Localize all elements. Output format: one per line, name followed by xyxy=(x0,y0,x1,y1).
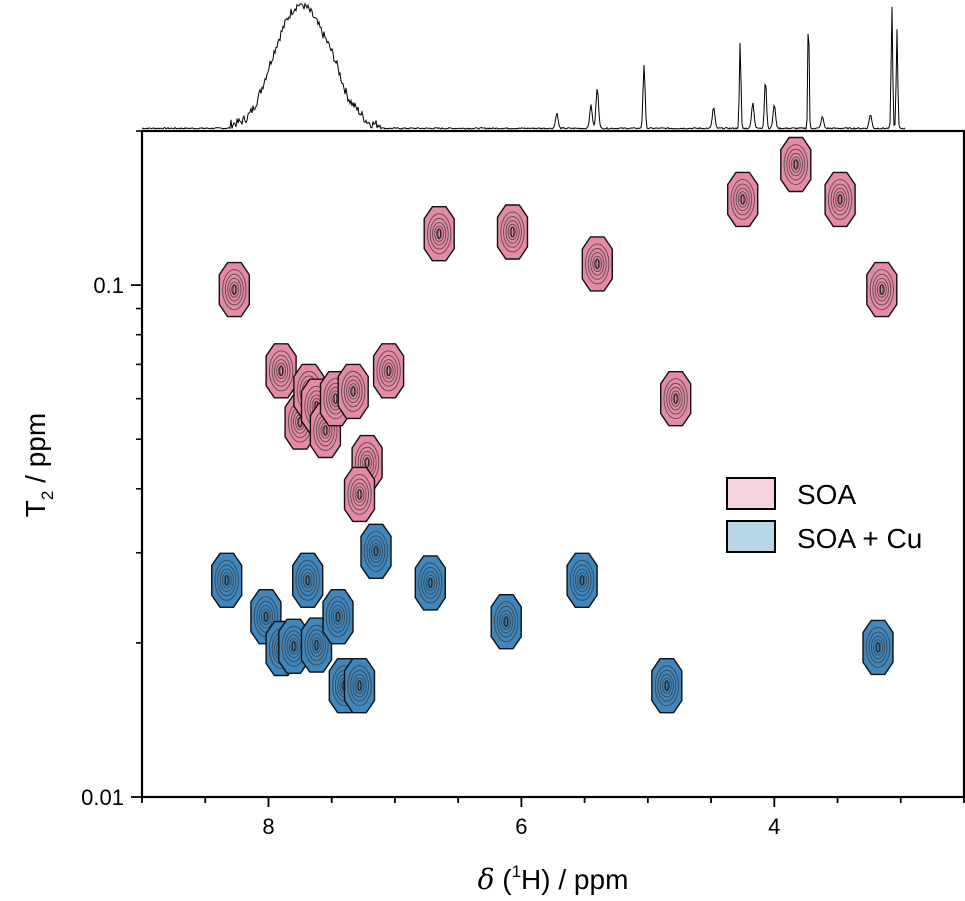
one-d-projection-spectrum xyxy=(141,2,906,130)
contour-peak xyxy=(780,136,812,193)
contour-peak xyxy=(866,261,898,318)
y-axis-title: T2 / ppm xyxy=(20,413,57,517)
contour-peak xyxy=(322,589,354,645)
y-axis-title-subscript: 2 xyxy=(38,491,57,500)
legend: SOA SOA + Cu xyxy=(726,477,922,554)
contour-peak xyxy=(581,236,613,292)
x-axis-title-open: ( xyxy=(494,864,512,895)
x-axis-title: δ (1H) / ppm xyxy=(478,862,629,896)
contour-peak xyxy=(490,594,522,650)
x-axis-tick-label: 6 xyxy=(515,814,527,839)
contour-peaks-layer xyxy=(210,136,898,714)
x-axis-title-superscript: 1 xyxy=(512,862,521,881)
contour-peak xyxy=(343,658,376,714)
contour-peak xyxy=(824,171,856,228)
legend-label-soa-cu: SOA + Cu xyxy=(797,523,922,554)
y-axis-tick-label: 0.1 xyxy=(93,273,124,298)
projection-trace xyxy=(141,2,906,130)
y-axis-title-rest: / ppm xyxy=(20,413,51,491)
x-axis-ticks: 8 6 4 xyxy=(141,797,965,839)
contour-peak xyxy=(651,658,683,714)
y-axis-title-main: T xyxy=(20,500,51,517)
legend-swatch-soa-cu xyxy=(726,520,776,553)
plot-frame xyxy=(140,129,965,799)
contour-peak xyxy=(337,363,369,420)
contour-peak xyxy=(496,204,529,260)
x-axis-title-delta: δ xyxy=(478,863,495,896)
x-axis-title-nucleus: H xyxy=(521,864,541,895)
contour-peak xyxy=(660,371,692,427)
y-axis-ticks: 0.1 0.01 xyxy=(81,130,965,810)
contour-peak xyxy=(265,343,297,399)
x-axis-tick-label: 8 xyxy=(262,814,274,839)
legend-label-soa: SOA xyxy=(797,479,856,510)
contour-peak xyxy=(218,261,251,318)
contour-peak xyxy=(423,205,455,262)
contour-peak xyxy=(360,523,392,579)
contour-peak xyxy=(414,555,446,611)
contour-peak xyxy=(372,343,405,399)
contour-peak xyxy=(727,171,759,228)
contour-peak xyxy=(292,552,324,608)
x-axis-tick-label: 4 xyxy=(768,814,780,839)
contour-peak xyxy=(566,552,598,608)
x-axis-title-rest: ) / ppm xyxy=(541,864,628,895)
contour-peak xyxy=(343,466,376,523)
contour-peak xyxy=(210,552,243,608)
legend-swatch-soa xyxy=(726,477,776,510)
y-axis-tick-label: 0.01 xyxy=(81,785,124,810)
contour-peak xyxy=(862,619,894,676)
